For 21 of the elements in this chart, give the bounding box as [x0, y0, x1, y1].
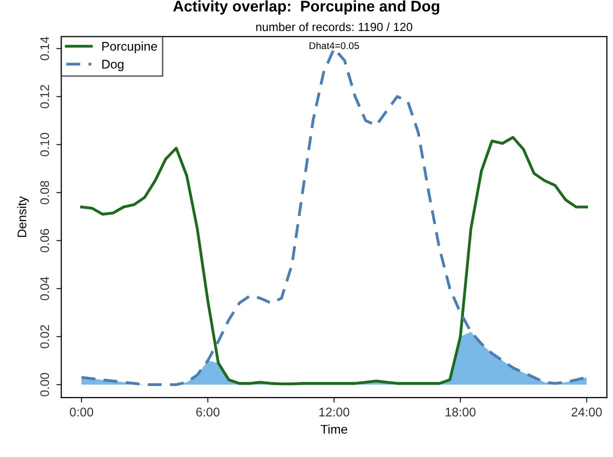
y-axis-title: Density	[17, 196, 29, 237]
y-tick-label: 0.10	[40, 132, 50, 156]
annotation: Dhat4=0.05	[310, 42, 359, 50]
y-tick-label: 0.02	[40, 325, 50, 348]
legend-label: Porcupine	[102, 42, 158, 54]
chart-subtitle: number of records: 1190 / 120	[256, 22, 412, 32]
x-tick-label: 18:00	[446, 408, 476, 416]
line-series	[80, 136, 588, 386]
y-tick-label: 0.08	[40, 180, 50, 204]
x-tick-label: 24:00	[572, 408, 602, 416]
chart-title: Activity overlap: Porcupine and Dog	[173, 0, 440, 15]
y-tick-label: 0.00	[40, 372, 50, 396]
x-axis-title: Time	[320, 424, 348, 434]
y-tick-label: 0.14	[40, 36, 50, 60]
y-tick-label: 0.12	[40, 85, 50, 108]
x-tick-label: 6:00	[196, 408, 220, 416]
legend-label: Dog	[102, 60, 124, 72]
y-tick-label: 0.04	[40, 276, 50, 300]
y-tick-label: 0.06	[40, 228, 50, 252]
x-tick-label: 12:00	[319, 408, 350, 416]
x-tick-label: 0:00	[70, 408, 94, 416]
